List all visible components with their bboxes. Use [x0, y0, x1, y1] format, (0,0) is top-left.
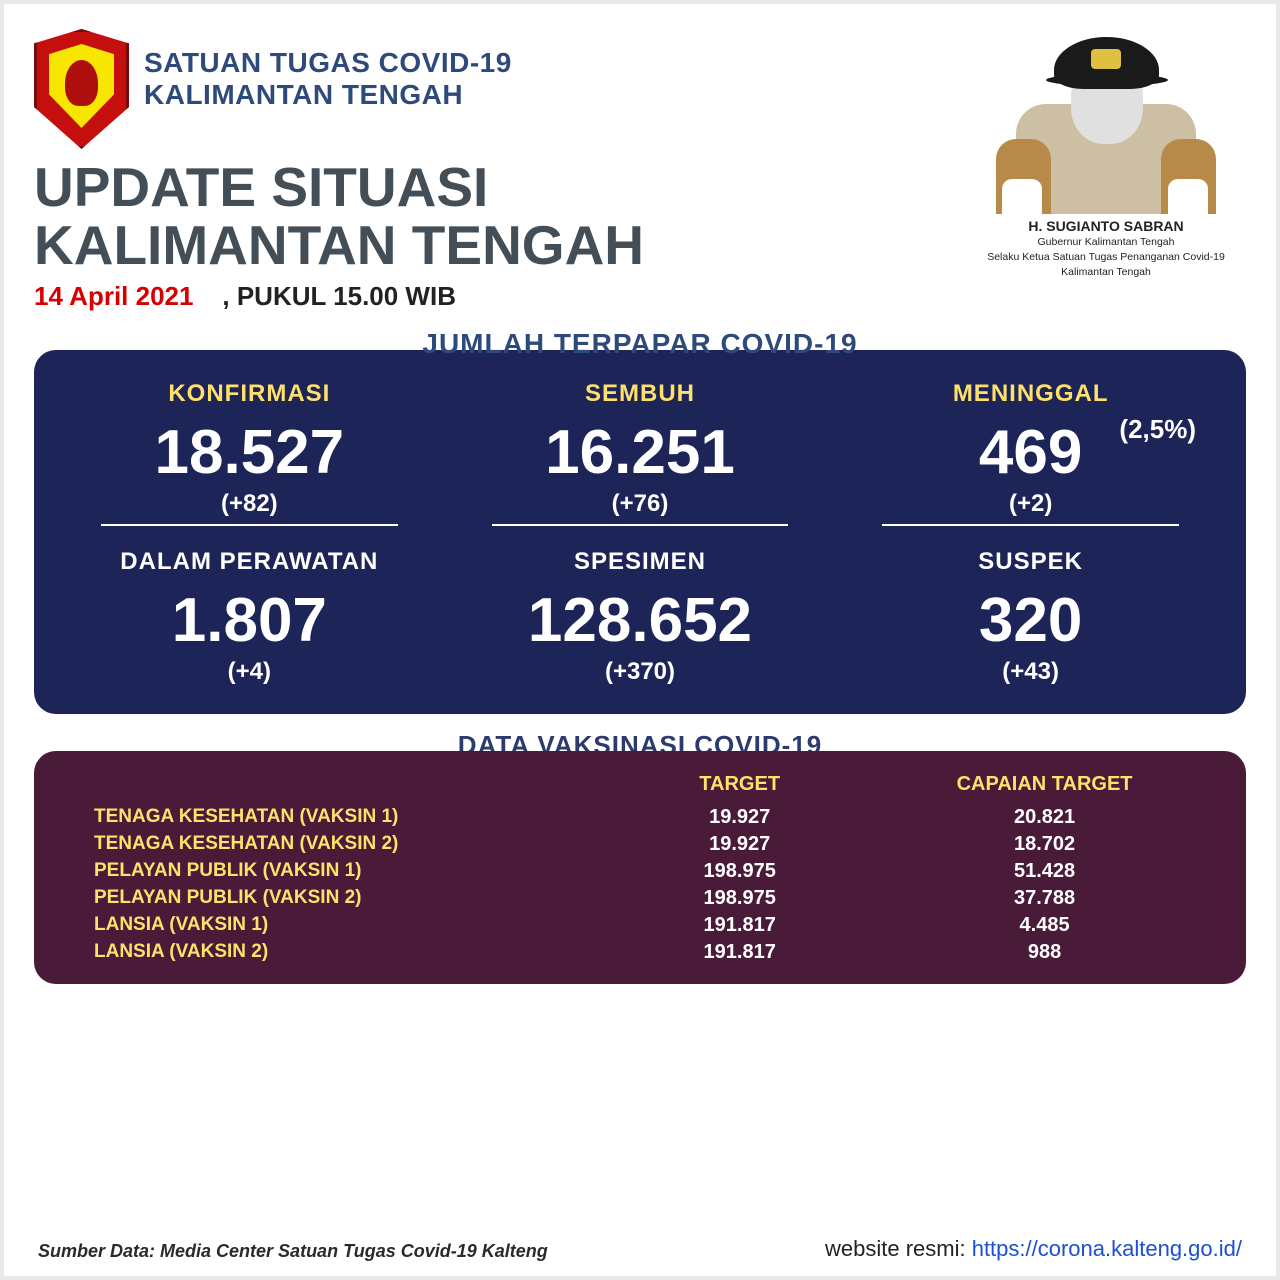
- vax-row-achieve: 18.702: [883, 833, 1206, 856]
- date-line: 14 April 2021 , PUKUL 15.00 WIB: [34, 281, 1246, 312]
- stat-label: KONFIRMASI: [64, 380, 435, 408]
- vax-row-achieve: 37.788: [883, 887, 1206, 910]
- vax-col-achieve: CAPAIAN TARGET: [883, 773, 1206, 802]
- vax-row-target: 191.817: [596, 941, 883, 964]
- vax-row-cat: LANSIA (VAKSIN 2): [94, 941, 596, 964]
- vax-box: TARGETCAPAIAN TARGET TENAGA KESEHATAN (VA…: [34, 751, 1246, 984]
- stat-value: 18.527: [64, 422, 435, 484]
- stat-cell: DALAM PERAWATAN 1.807 (+4): [54, 548, 445, 686]
- stat-delta: (+2): [845, 490, 1216, 518]
- footer-site-label: website resmi:: [825, 1236, 972, 1261]
- governor-photo: [996, 29, 1216, 214]
- footer-source: Sumber Data: Media Center Satuan Tugas C…: [38, 1241, 548, 1262]
- stat-cell: SUSPEK 320 (+43): [835, 548, 1226, 686]
- divider: [101, 524, 398, 526]
- vax-row-achieve: 20.821: [883, 806, 1206, 829]
- vax-row-target: 19.927: [596, 806, 883, 829]
- governor-name: H. SUGIANTO SABRAN: [976, 218, 1236, 234]
- stat-delta: (+43): [845, 658, 1216, 686]
- stat-cell: SPESIMEN 128.652 (+370): [445, 548, 836, 686]
- stat-pct: (2,5%): [1119, 414, 1196, 445]
- org-line2: KALIMANTAN TENGAH: [144, 79, 512, 111]
- date-black: , PUKUL 15.00 WIB: [222, 281, 456, 311]
- stat-cell: KONFIRMASI 18.527 (+82): [54, 380, 445, 526]
- stat-delta: (+82): [64, 490, 435, 518]
- divider: [882, 524, 1179, 526]
- org-title: SATUAN TUGAS COVID-19 KALIMANTAN TENGAH: [144, 29, 512, 111]
- vax-row-target: 198.975: [596, 887, 883, 910]
- org-line1: SATUAN TUGAS COVID-19: [144, 47, 512, 79]
- footer-site: website resmi: https://corona.kalteng.go…: [825, 1236, 1242, 1262]
- vax-row-achieve: 4.485: [883, 914, 1206, 937]
- stat-delta: (+76): [455, 490, 826, 518]
- governor-sub3: Kalimantan Tengah: [976, 266, 1236, 279]
- stat-cell: MENINGGAL(2,5%)469(+2): [835, 380, 1226, 526]
- vax-row-cat: TENAGA KESEHATAN (VAKSIN 1): [94, 806, 596, 829]
- stat-label: SPESIMEN: [455, 548, 826, 576]
- stat-value: 320: [845, 590, 1216, 652]
- stat-label: SEMBUH: [455, 380, 826, 408]
- stat-cell: SEMBUH 16.251 (+76): [445, 380, 836, 526]
- stat-label: MENINGGAL: [845, 380, 1216, 408]
- vax-row-cat: PELAYAN PUBLIK (VAKSIN 1): [94, 860, 596, 883]
- footer: Sumber Data: Media Center Satuan Tugas C…: [38, 1236, 1242, 1262]
- vax-empty: [94, 773, 596, 802]
- vax-row-cat: LANSIA (VAKSIN 1): [94, 914, 596, 937]
- stats-box: KONFIRMASI 18.527 (+82) SEMBUH 16.251 (+76) ME…: [34, 350, 1246, 714]
- stat-value: 1.807: [64, 590, 435, 652]
- province-shield-logo: [34, 29, 129, 149]
- vax-row-cat: TENAGA KESEHATAN (VAKSIN 2): [94, 833, 596, 856]
- governor-box: H. SUGIANTO SABRAN Gubernur Kalimantan T…: [976, 29, 1236, 279]
- vax-row-achieve: 988: [883, 941, 1206, 964]
- vax-col-target: TARGET: [596, 773, 883, 802]
- vax-row-target: 19.927: [596, 833, 883, 856]
- divider: [492, 524, 789, 526]
- governor-sub1: Gubernur Kalimantan Tengah: [976, 236, 1236, 249]
- stat-label: SUSPEK: [845, 548, 1216, 576]
- vax-row-cat: PELAYAN PUBLIK (VAKSIN 2): [94, 887, 596, 910]
- vax-row-target: 191.817: [596, 914, 883, 937]
- stat-delta: (+370): [455, 658, 826, 686]
- vax-grid: TARGETCAPAIAN TARGET TENAGA KESEHATAN (VA…: [94, 773, 1206, 964]
- vax-row-achieve: 51.428: [883, 860, 1206, 883]
- governor-sub2: Selaku Ketua Satuan Tugas Penanganan Cov…: [976, 251, 1236, 264]
- stat-delta: (+4): [64, 658, 435, 686]
- date-red: 14 April 2021: [34, 281, 193, 311]
- stat-label: DALAM PERAWATAN: [64, 548, 435, 576]
- stat-value: 16.251: [455, 422, 826, 484]
- footer-site-url[interactable]: https://corona.kalteng.go.id/: [972, 1236, 1242, 1261]
- stat-value: 128.652: [455, 590, 826, 652]
- vax-row-target: 198.975: [596, 860, 883, 883]
